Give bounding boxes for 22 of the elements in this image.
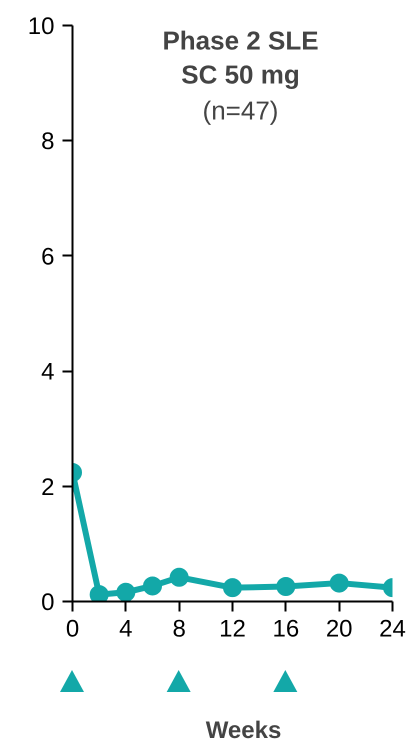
y-tick-label: 2 — [41, 474, 55, 501]
y-tick-label: 6 — [41, 243, 55, 270]
y-tick-label: 0 — [41, 589, 55, 616]
point — [330, 574, 349, 593]
x-tick-label: 0 — [66, 616, 80, 642]
text: (n=47) — [202, 96, 278, 126]
point — [116, 582, 136, 602]
x-axis-title: Weeks — [206, 717, 282, 744]
x-tick-label: 16 — [272, 616, 300, 642]
x-tick-label: 24 — [379, 616, 406, 642]
x-tick-label: 20 — [326, 616, 353, 642]
point — [143, 576, 162, 596]
point — [223, 578, 242, 598]
x-tick-label: 4 — [119, 616, 133, 642]
y-tick-label: 10 — [28, 13, 55, 40]
point — [170, 568, 189, 587]
point — [276, 577, 296, 596]
y-tick-label: 4 — [41, 358, 55, 386]
y-tick-label: 8 — [41, 128, 55, 156]
x-tick-label: 8 — [172, 616, 186, 642]
text: Phase 2 SLE SC 50 mg — [162, 26, 319, 90]
x-tick-label: 12 — [219, 616, 246, 642]
